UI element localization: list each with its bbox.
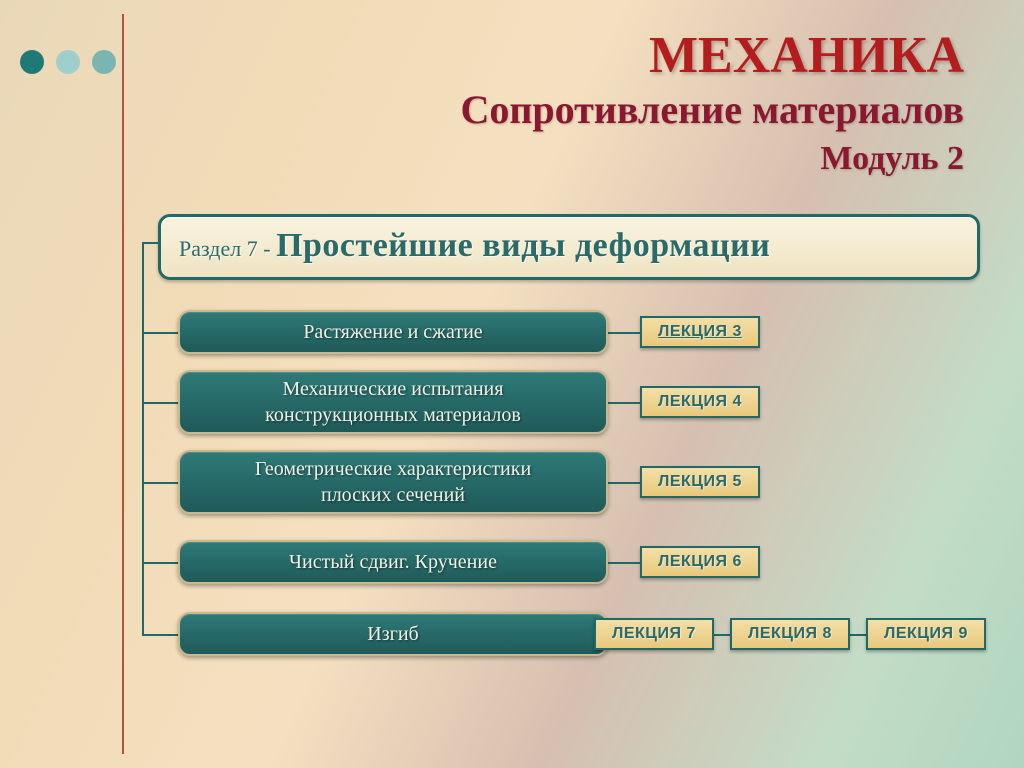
decorative-dots	[20, 50, 116, 74]
topic-box-tension: Растяжение и сжатие	[178, 310, 608, 354]
topic-box-shear: Чистый сдвиг. Кручение	[178, 540, 608, 584]
lecture-link[interactable]: ЛЕКЦИЯ 6	[640, 546, 760, 578]
topic-label: плоских сечений	[321, 482, 465, 508]
subtitle-text: Сопротивление материалов	[461, 87, 965, 132]
topic-label: Чистый сдвиг. Кручение	[289, 549, 497, 575]
lecture-link[interactable]: ЛЕКЦИЯ 7	[594, 618, 714, 650]
slide: МЕХАНИКА Сопротивление материалов Модуль…	[0, 0, 1024, 768]
dot-icon	[92, 50, 116, 74]
lecture-label: ЛЕКЦИЯ 4	[658, 393, 742, 411]
topic-label: конструкционных материалов	[265, 402, 521, 428]
topic-box-bending: Изгиб	[178, 612, 608, 656]
module-text: Модуль 2	[820, 140, 964, 177]
topic-label: Геометрические характеристики	[255, 456, 531, 482]
lecture-link[interactable]: ЛЕКЦИЯ 8	[730, 618, 850, 650]
lecture-label: ЛЕКЦИЯ 7	[612, 625, 696, 643]
page-title: МЕХАНИКА	[649, 26, 964, 85]
topic-box-testing: Механические испытанияконструкционных ма…	[178, 370, 608, 434]
lecture-label: ЛЕКЦИЯ 5	[658, 473, 742, 491]
lecture-link[interactable]: ЛЕКЦИЯ 5	[640, 466, 760, 498]
decorative-vertical-line	[122, 14, 124, 754]
lecture-label: ЛЕКЦИЯ 6	[658, 553, 742, 571]
lecture-link[interactable]: ЛЕКЦИЯ 3	[640, 316, 760, 348]
title-main-text: МЕХАНИКА	[649, 27, 964, 84]
lecture-link[interactable]: ЛЕКЦИЯ 9	[866, 618, 986, 650]
topic-label: Механические испытания	[283, 376, 504, 402]
lecture-label: ЛЕКЦИЯ 3	[658, 323, 742, 341]
topic-label: Растяжение и сжатие	[303, 319, 482, 345]
lecture-link[interactable]: ЛЕКЦИЯ 4	[640, 386, 760, 418]
dot-icon	[56, 50, 80, 74]
page-subtitle: Сопротивление материалов	[461, 86, 965, 133]
section-header-box: Раздел 7 - Простейшие виды деформации	[158, 214, 980, 280]
section-prefix: Раздел 7 -	[179, 236, 276, 261]
topic-box-geometry: Геометрические характеристикиплоских сеч…	[178, 450, 608, 514]
lecture-label: ЛЕКЦИЯ 8	[748, 625, 832, 643]
section-title: Простейшие виды деформации	[276, 227, 770, 264]
dot-icon	[20, 50, 44, 74]
module-label: Модуль 2	[820, 140, 964, 178]
lecture-label: ЛЕКЦИЯ 9	[884, 625, 968, 643]
topic-label: Изгиб	[367, 621, 418, 647]
